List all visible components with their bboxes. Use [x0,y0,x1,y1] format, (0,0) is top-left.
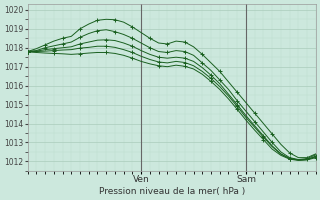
X-axis label: Pression niveau de la mer( hPa ): Pression niveau de la mer( hPa ) [99,187,245,196]
